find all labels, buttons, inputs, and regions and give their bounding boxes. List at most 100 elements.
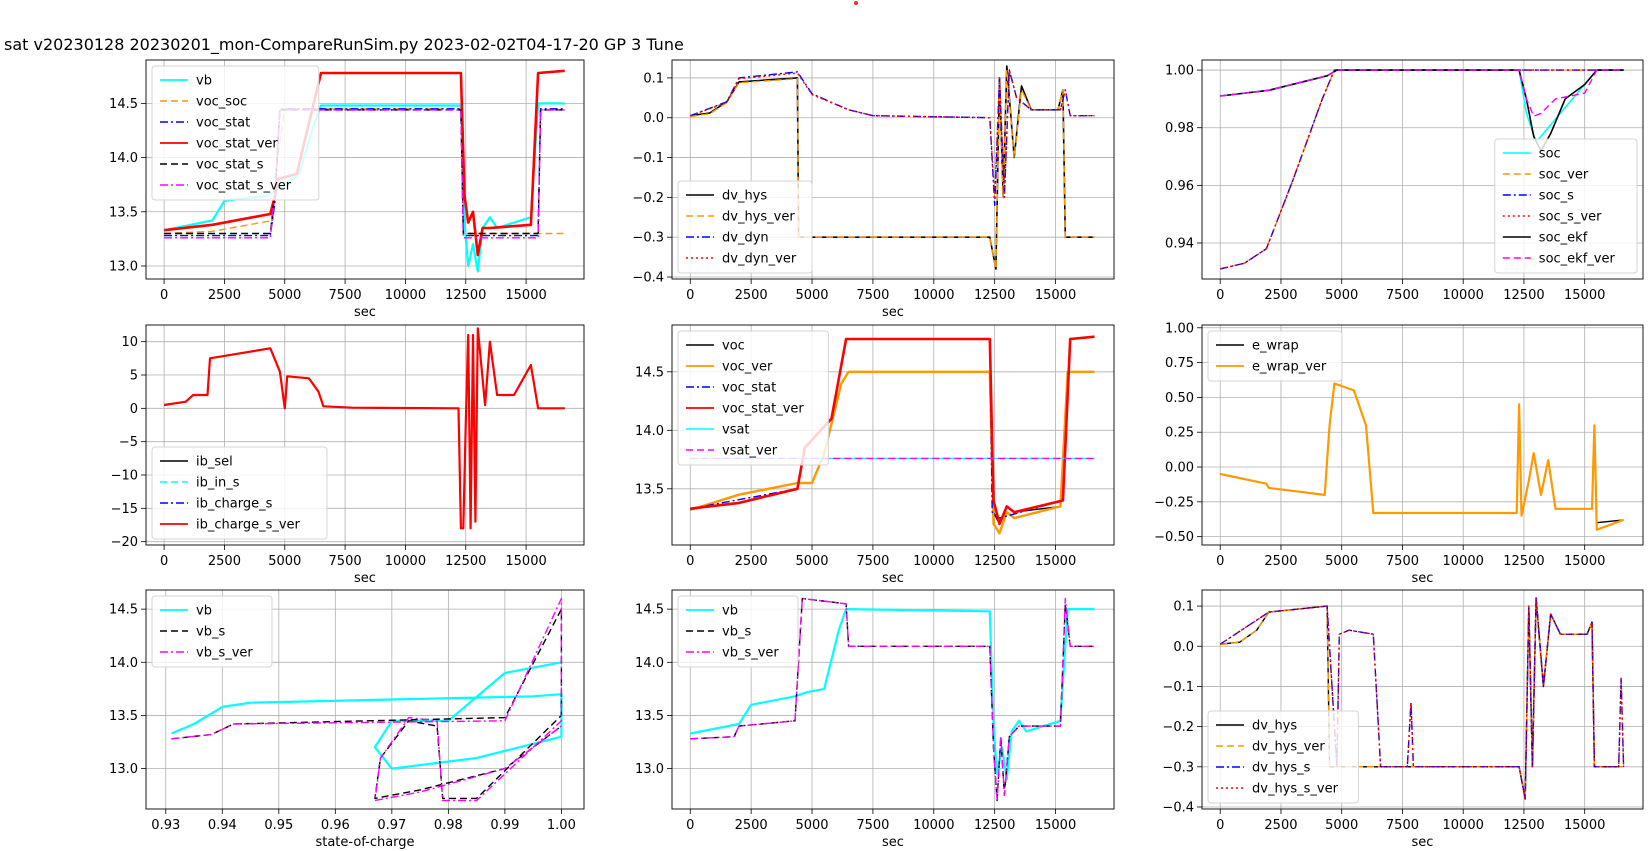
series-group bbox=[1219, 597, 1625, 800]
legend: e_wrap e_wrap_ver bbox=[1207, 330, 1343, 382]
legend: vb vb_s vb_s_ver bbox=[151, 595, 273, 668]
chart-3: 0 2500 5000 7500 10000 12500 15000 0.94 0.96 0.98… bbox=[1165, 59, 1644, 303]
y-tick-label: −0.1 bbox=[1162, 680, 1194, 695]
x-tick-label: 0.96 bbox=[321, 818, 350, 833]
legend-label-soc_s_ver: soc_s_ver bbox=[1539, 210, 1602, 225]
y-tick-label: −0.25 bbox=[1154, 495, 1194, 510]
legend-label-vb: vb bbox=[196, 74, 212, 89]
y-tick-label: 1.00 bbox=[1165, 321, 1194, 336]
x-tick-label: 7500 bbox=[1386, 554, 1419, 569]
x-tick-label: 5000 bbox=[1325, 554, 1358, 569]
series-ib_charge_s_ver bbox=[163, 327, 565, 530]
x-tick-label: 0 bbox=[1216, 288, 1224, 303]
legend-label-dv_hys_ver: dv_hys_ver bbox=[1252, 740, 1325, 755]
legend-label-voc_stat: voc_stat bbox=[722, 381, 776, 396]
y-tick-label: −0.3 bbox=[632, 231, 664, 246]
x-axis-label: sec bbox=[1412, 835, 1434, 850]
legend-label-vsat: vsat bbox=[722, 423, 750, 438]
x-tick-label: 7500 bbox=[329, 554, 362, 569]
x-tick-label: 0.94 bbox=[208, 818, 237, 833]
x-tick-label: 15000 bbox=[1035, 554, 1076, 569]
legend-box bbox=[677, 595, 799, 668]
series-group bbox=[163, 327, 565, 530]
x-tick-label: 10000 bbox=[1443, 818, 1484, 833]
y-tick-label: 0.00 bbox=[1165, 461, 1194, 476]
x-tick-label: 0 bbox=[686, 288, 694, 303]
x-tick-label: 0 bbox=[160, 288, 168, 303]
y-tick-label: 13.5 bbox=[635, 482, 664, 497]
legend-label-voc_stat: voc_stat bbox=[196, 116, 250, 131]
y-tick-label: 0.75 bbox=[1165, 356, 1194, 371]
axes-frame bbox=[1201, 589, 1644, 810]
legend-label-dv_hys: dv_hys bbox=[722, 189, 767, 204]
figure-title: sat v20230128 20230201_mon-CompareRunSim… bbox=[4, 35, 684, 55]
y-tick-label: −0.2 bbox=[632, 191, 664, 206]
x-tick-label: 0 bbox=[686, 818, 694, 833]
series-dv_hys_s_ver bbox=[1219, 597, 1625, 800]
legend-label-soc_ver: soc_ver bbox=[1539, 168, 1589, 183]
x-tick-label: 7500 bbox=[329, 288, 362, 303]
axes-frame bbox=[1201, 59, 1644, 280]
legend-label-voc_stat_ver: voc_stat_ver bbox=[196, 137, 278, 152]
legend: dv_hys dv_hys_ver dv_hys_s dv_hys_s_ver bbox=[1207, 710, 1359, 804]
legend-label-dv_hys_ver: dv_hys_ver bbox=[722, 210, 795, 225]
y-tick-label: −5 bbox=[119, 435, 138, 450]
x-tick-label: 12500 bbox=[1503, 818, 1544, 833]
y-tick-label: 14.5 bbox=[109, 603, 138, 618]
y-tick-label: −10 bbox=[111, 469, 138, 484]
series-group bbox=[690, 65, 1095, 270]
y-tick-label: 0.96 bbox=[1165, 179, 1194, 194]
axes-frame bbox=[145, 59, 585, 280]
series-vb bbox=[170, 661, 563, 770]
legend-label-voc: voc bbox=[722, 339, 745, 354]
x-tick-label: 5000 bbox=[795, 288, 828, 303]
series-soc_s_ver bbox=[1220, 69, 1624, 270]
y-tick-label: 14.0 bbox=[109, 151, 138, 166]
y-tick-label: 14.0 bbox=[109, 656, 138, 671]
legend-box bbox=[677, 180, 813, 274]
x-tick-label: 7500 bbox=[856, 554, 889, 569]
x-axis-label: sec bbox=[882, 571, 904, 586]
x-tick-label: 0 bbox=[1216, 554, 1224, 569]
legend-label-e_wrap_ver: e_wrap_ver bbox=[1252, 360, 1327, 375]
x-tick-label: 12500 bbox=[974, 818, 1015, 833]
legend-label-ib_charge_s_ver: ib_charge_s_ver bbox=[196, 518, 301, 533]
series-vb_s bbox=[171, 608, 563, 800]
chart-4: 0 2500 5000 7500 10000 12500 15000 −20 −15 −10 −5 0… bbox=[111, 324, 585, 586]
legend-label-vsat_ver: vsat_ver bbox=[722, 444, 778, 459]
axes-frame bbox=[145, 589, 585, 810]
series-dv_hys_s bbox=[1219, 597, 1625, 800]
x-axis-label: sec bbox=[882, 305, 904, 320]
y-tick-label: −0.4 bbox=[1162, 800, 1194, 815]
x-tick-label: 12500 bbox=[445, 288, 486, 303]
y-tick-label: 14.5 bbox=[635, 365, 664, 380]
x-tick-label: 0.99 bbox=[490, 818, 519, 833]
series-group bbox=[1220, 69, 1624, 270]
x-tick-label: 5000 bbox=[1325, 288, 1358, 303]
legend-label-ib_sel: ib_sel bbox=[196, 455, 233, 470]
x-tick-label: 10000 bbox=[913, 818, 954, 833]
x-tick-label: 12500 bbox=[974, 554, 1015, 569]
legend: dv_hys dv_hys_ver dv_dyn dv_dyn_ver bbox=[677, 180, 813, 274]
legend-label-voc_stat_ver: voc_stat_ver bbox=[722, 402, 804, 417]
series-voc_stat_s bbox=[164, 109, 565, 235]
x-tick-label: 2500 bbox=[208, 554, 241, 569]
x-axis-label: sec bbox=[882, 835, 904, 850]
legend-label-ib_in_s: ib_in_s bbox=[196, 476, 240, 491]
x-tick-label: 7500 bbox=[1386, 818, 1419, 833]
y-tick-label: −0.3 bbox=[1162, 760, 1194, 775]
chart-2: 0 2500 5000 7500 10000 12500 15000 −0.4 −0.3 −0.2… bbox=[632, 59, 1115, 320]
axes-frame bbox=[1201, 324, 1644, 546]
y-tick-label: 13.0 bbox=[109, 762, 138, 777]
legend-label-dv_hys: dv_hys bbox=[1252, 719, 1297, 734]
x-tick-label: 5000 bbox=[268, 554, 301, 569]
chart-5: 0 2500 5000 7500 10000 12500 15000 13.5 14.0 14.5… bbox=[635, 324, 1115, 586]
legend-label-voc_soc: voc_soc bbox=[196, 95, 247, 110]
x-tick-label: 10000 bbox=[385, 288, 426, 303]
y-tick-label: 0.94 bbox=[1165, 236, 1194, 251]
y-tick-label: −20 bbox=[111, 535, 138, 550]
x-tick-label: 2500 bbox=[1264, 554, 1297, 569]
x-tick-label: 12500 bbox=[445, 554, 486, 569]
x-tick-label: 10000 bbox=[913, 288, 954, 303]
